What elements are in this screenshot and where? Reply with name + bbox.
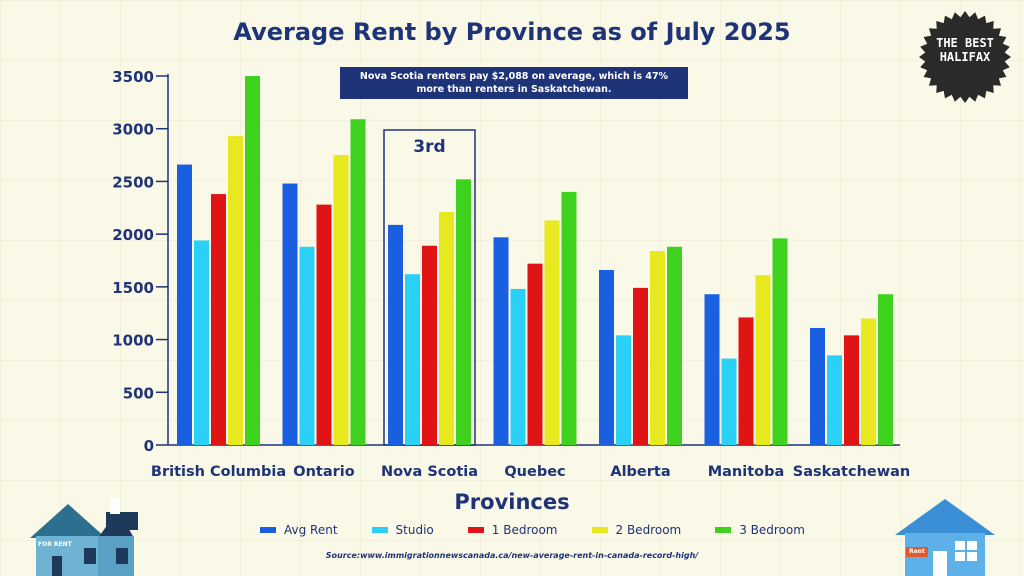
legend-item: Studio	[371, 523, 434, 537]
bar	[510, 288, 526, 445]
bar	[721, 358, 737, 445]
legend-swatch	[467, 527, 484, 533]
y-tick-label: 3500	[112, 68, 154, 86]
logo-line-2: HALIFAX	[939, 50, 991, 64]
bar	[667, 246, 682, 445]
y-tick-label: 1000	[112, 332, 154, 350]
x-tick-label: British Columbia	[151, 464, 286, 480]
source-note: Source:www.immigrationnewscanada.ca/new-…	[325, 551, 699, 560]
legend-swatch	[371, 527, 388, 533]
bar	[861, 318, 876, 445]
bar	[738, 317, 754, 445]
legend: Avg Rent Studio 1 Bedroom 2 Bedroom 3 Bedroo…	[260, 523, 805, 537]
legend-item: 3 Bedroom	[715, 523, 805, 537]
bar	[755, 275, 771, 445]
bar	[493, 237, 509, 445]
bar	[544, 220, 560, 445]
bar	[194, 240, 209, 445]
x-tick-label: Saskatchewan	[793, 464, 910, 480]
bar	[439, 212, 454, 445]
y-tick-label: 2000	[112, 226, 154, 244]
bar	[599, 269, 614, 445]
x-axis-title: Provinces	[454, 490, 570, 514]
bar	[844, 335, 859, 445]
logo-text: THE BEST HALIFAX	[918, 36, 1012, 64]
bar	[422, 245, 437, 445]
bar	[456, 179, 471, 445]
bar	[561, 191, 577, 445]
bar	[527, 263, 543, 445]
chart-title: Average Rent by Province as of July 2025	[233, 18, 791, 46]
y-tick-label: 1500	[112, 279, 154, 297]
legend-label: 3 Bedroom	[739, 523, 805, 537]
bar	[810, 327, 825, 445]
the-best-halifax-logo	[919, 11, 1011, 103]
y-tick-label: 500	[123, 384, 154, 402]
legend-swatch	[591, 527, 608, 533]
bar	[245, 76, 260, 445]
logo-line-1: THE BEST	[936, 36, 994, 50]
bar	[333, 155, 349, 446]
for-rent-house-illustration	[30, 498, 138, 576]
bar	[388, 224, 403, 445]
bar	[405, 274, 420, 445]
legend-item: Avg Rent	[260, 523, 338, 537]
legend-label: 2 Bedroom	[615, 523, 682, 537]
bar	[616, 335, 631, 445]
x-tick-label: Alberta	[610, 464, 670, 480]
x-tick-label: Manitoba	[708, 464, 785, 480]
bar	[704, 294, 720, 445]
for-rent-sign: FOR RENT	[38, 541, 72, 548]
bar	[827, 355, 842, 445]
y-tick-label: 3000	[112, 121, 154, 139]
bar	[299, 246, 315, 445]
legend-label: Avg Rent	[284, 523, 338, 537]
highlight-label: 3rd	[413, 137, 445, 157]
y-tick-label: 0	[144, 437, 154, 455]
bar	[772, 238, 788, 445]
bar	[316, 204, 332, 445]
x-tick-label: Quebec	[504, 464, 565, 480]
bar	[228, 136, 243, 445]
bar	[177, 164, 192, 445]
legend-swatch	[260, 527, 276, 533]
bar	[350, 119, 366, 446]
rent-sign: Rent	[906, 547, 928, 557]
bar	[878, 294, 893, 445]
bar	[650, 251, 665, 445]
legend-item: 2 Bedroom	[591, 523, 682, 537]
y-tick-label: 2500	[112, 173, 154, 191]
rent-house-illustration	[895, 499, 995, 576]
x-tick-label: Ontario	[293, 464, 354, 480]
bar	[211, 194, 226, 445]
legend-label: 1 Bedroom	[491, 523, 558, 537]
x-tick-label: Nova Scotia	[381, 464, 478, 480]
callout-box: Nova Scotia renters pay $2,088 on averag…	[340, 67, 688, 99]
legend-swatch	[715, 527, 732, 533]
legend-item: 1 Bedroom	[467, 523, 558, 537]
legend-label: Studio	[395, 523, 434, 537]
bar	[282, 183, 298, 445]
bar	[633, 287, 648, 445]
